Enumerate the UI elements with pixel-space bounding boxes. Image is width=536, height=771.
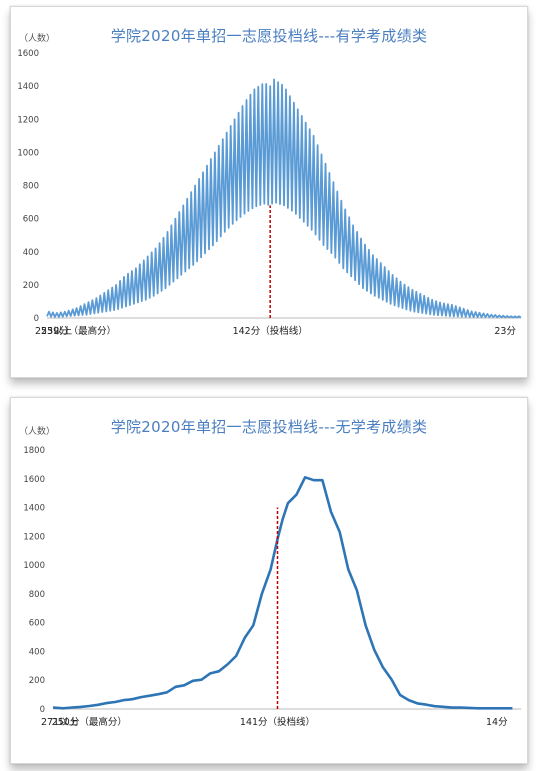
x-tick-label: 271以上: [41, 717, 79, 728]
y-axis-unit: （人数）: [19, 427, 56, 437]
y-tick-label: 1600: [23, 475, 45, 485]
y-tick-label: 400: [29, 647, 45, 657]
y-tick-label: 600: [23, 215, 39, 225]
x-tick-label: 23分: [494, 326, 516, 337]
chart-title: 学院2020年单招一志愿投档线---有学考成绩类: [110, 27, 428, 45]
x-tick-label: 14分: [486, 717, 508, 728]
chart-panel-1: 学院2020年单招一志愿投档线---有学考成绩类 （人数） 0 200 400 600…: [10, 6, 528, 378]
chart-2-plot: 0 200 400 600 800 1000 1200 1400 1600 1800 271以上25…: [23, 446, 521, 728]
y-tick-label: 600: [29, 619, 45, 629]
y-tick-label: 1000: [23, 561, 45, 571]
y-tick-label: 1200: [23, 532, 45, 542]
data-series-line: [52, 476, 513, 710]
y-tick-label: 1400: [23, 504, 45, 514]
y-tick-label: 800: [23, 182, 39, 192]
chart-title: 学院2020年单招一志愿投档线---无学考成绩类: [110, 418, 428, 436]
y-tick-label: 1800: [23, 446, 45, 456]
y-tick-label: 0: [40, 705, 45, 715]
y-tick-label: 1200: [17, 115, 39, 125]
y-tick-label: 1400: [17, 82, 39, 92]
y-tick-label: 1600: [17, 49, 39, 59]
data-series-line: [46, 78, 522, 319]
y-tick-label: 800: [29, 590, 45, 600]
chart-panel-2: 学院2020年单招一志愿投档线---无学考成绩类 （人数） 0 200 400 600…: [10, 397, 528, 764]
y-tick-label: 200: [23, 281, 39, 291]
y-tick-label: 0: [34, 314, 39, 324]
y-tick-label: 400: [23, 248, 39, 258]
x-tick-label: 239分（最高分）: [41, 325, 116, 337]
x-tick-label: 255以上: [35, 326, 73, 337]
x-tick-label: 141分（投档线）: [240, 716, 315, 728]
x-tick-label: 142分（投档线）: [233, 325, 308, 337]
y-tick-label: 200: [29, 676, 45, 686]
y-axis-unit: （人数）: [19, 34, 56, 44]
chart-1-plot: 0 200 400 600 800 1000 1200 1400 1600 255以上239分（最…: [17, 49, 522, 337]
y-tick-label: 1000: [17, 148, 39, 158]
x-tick-label: 250分（最高分）: [52, 716, 127, 728]
